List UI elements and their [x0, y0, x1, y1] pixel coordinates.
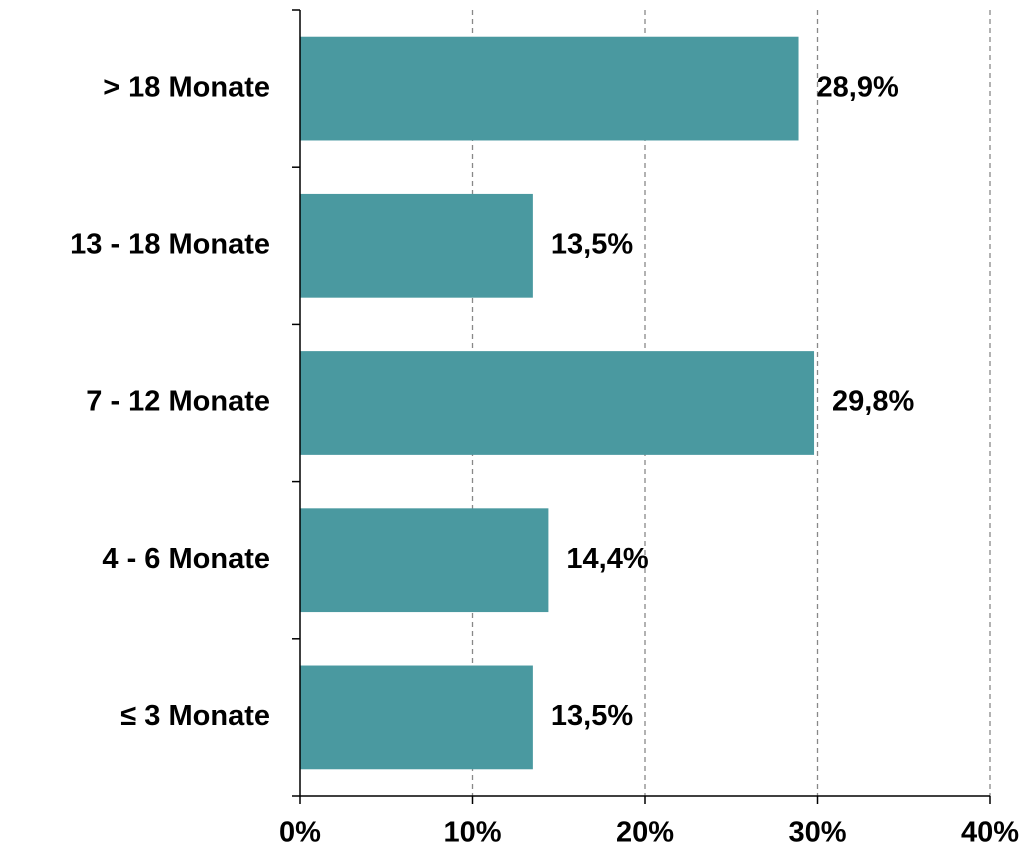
y-tick-label: 4 - 6 Monate	[102, 543, 270, 575]
bar	[300, 508, 549, 613]
x-tick-label: 0%	[279, 817, 321, 849]
x-tick-label: 20%	[616, 817, 674, 849]
y-tick-label: > 18 Monate	[103, 71, 270, 103]
value-label: 14,4%	[566, 543, 648, 575]
y-tick-label: 13 - 18 Monate	[70, 228, 270, 260]
bar	[300, 36, 799, 141]
x-tick-label: 10%	[443, 817, 501, 849]
x-tick-label: 30%	[788, 817, 846, 849]
value-label: 29,8%	[832, 386, 914, 418]
value-label: 13,5%	[551, 700, 633, 732]
y-tick-label: 7 - 12 Monate	[86, 386, 270, 418]
y-tick-label: ≤ 3 Monate	[120, 700, 270, 732]
x-tick-label: 40%	[961, 817, 1019, 849]
value-label: 28,9%	[817, 71, 899, 103]
bar	[300, 351, 815, 455]
value-label: 13,5%	[551, 228, 633, 260]
bar	[300, 665, 533, 770]
bar	[300, 193, 533, 298]
